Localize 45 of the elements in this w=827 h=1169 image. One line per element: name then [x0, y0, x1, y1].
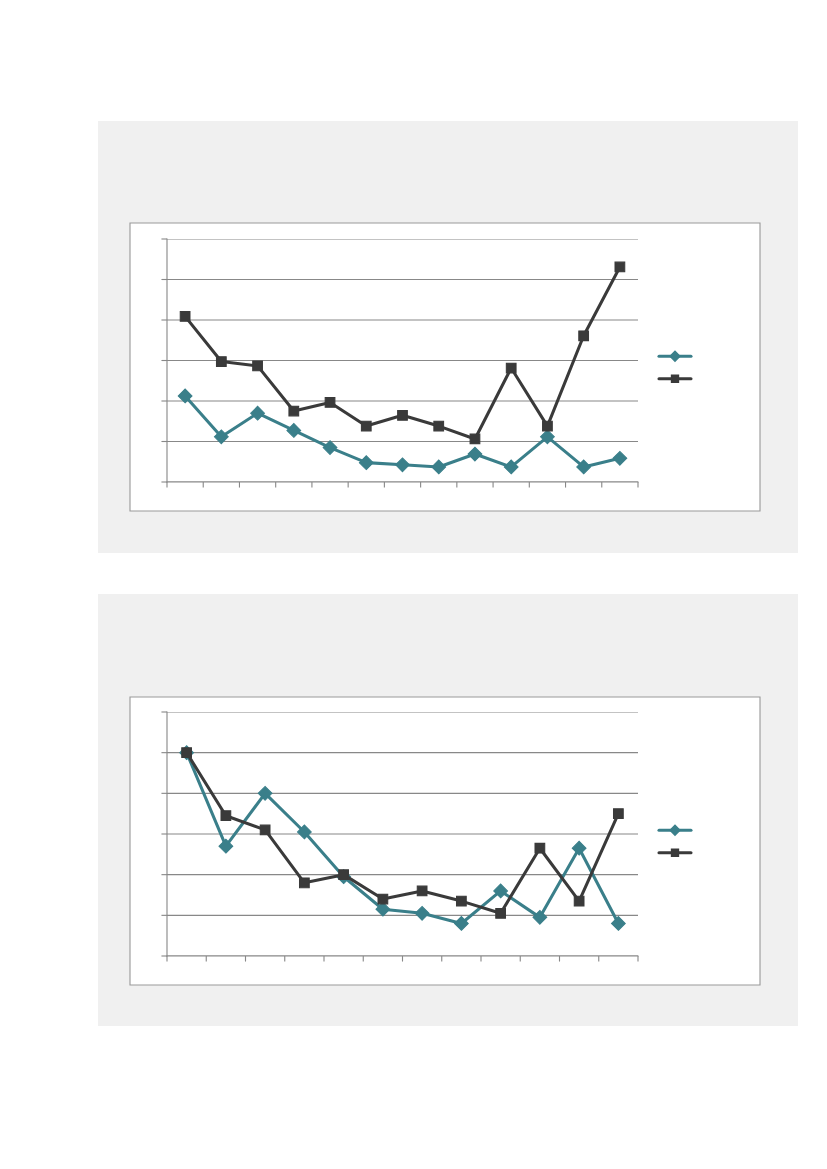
point: [250, 405, 265, 421]
point: [213, 429, 229, 445]
point: [431, 459, 447, 475]
point: [298, 877, 310, 889]
point: [179, 311, 191, 322]
point: [540, 429, 555, 445]
point: [503, 459, 519, 475]
point: [455, 895, 467, 907]
point: [610, 916, 626, 931]
point: [375, 901, 391, 917]
point: [360, 420, 372, 432]
point: [505, 362, 517, 374]
point: [453, 916, 469, 931]
point: [612, 808, 624, 820]
point: [257, 785, 273, 801]
point: [495, 907, 507, 919]
point: [215, 356, 227, 367]
point: [286, 422, 302, 438]
point: [397, 409, 408, 421]
point: [377, 893, 389, 905]
point: [578, 330, 590, 342]
point: [259, 824, 271, 836]
point: [534, 842, 546, 854]
point: [576, 459, 592, 475]
point: [416, 885, 428, 897]
point: [322, 440, 338, 455]
point: [288, 405, 300, 417]
point: [220, 810, 232, 822]
point: [573, 895, 585, 907]
point: [612, 450, 628, 466]
point: [571, 840, 587, 856]
point: [218, 838, 234, 854]
point: [493, 883, 509, 899]
point: [296, 824, 312, 840]
point: [177, 388, 193, 404]
point: [358, 455, 374, 471]
point: [433, 420, 445, 432]
point: [252, 360, 263, 372]
point: [542, 420, 553, 432]
point: [338, 869, 350, 881]
point: [395, 457, 410, 473]
point: [467, 446, 483, 462]
point: [532, 909, 548, 925]
point: [324, 397, 336, 408]
point: [414, 905, 430, 921]
